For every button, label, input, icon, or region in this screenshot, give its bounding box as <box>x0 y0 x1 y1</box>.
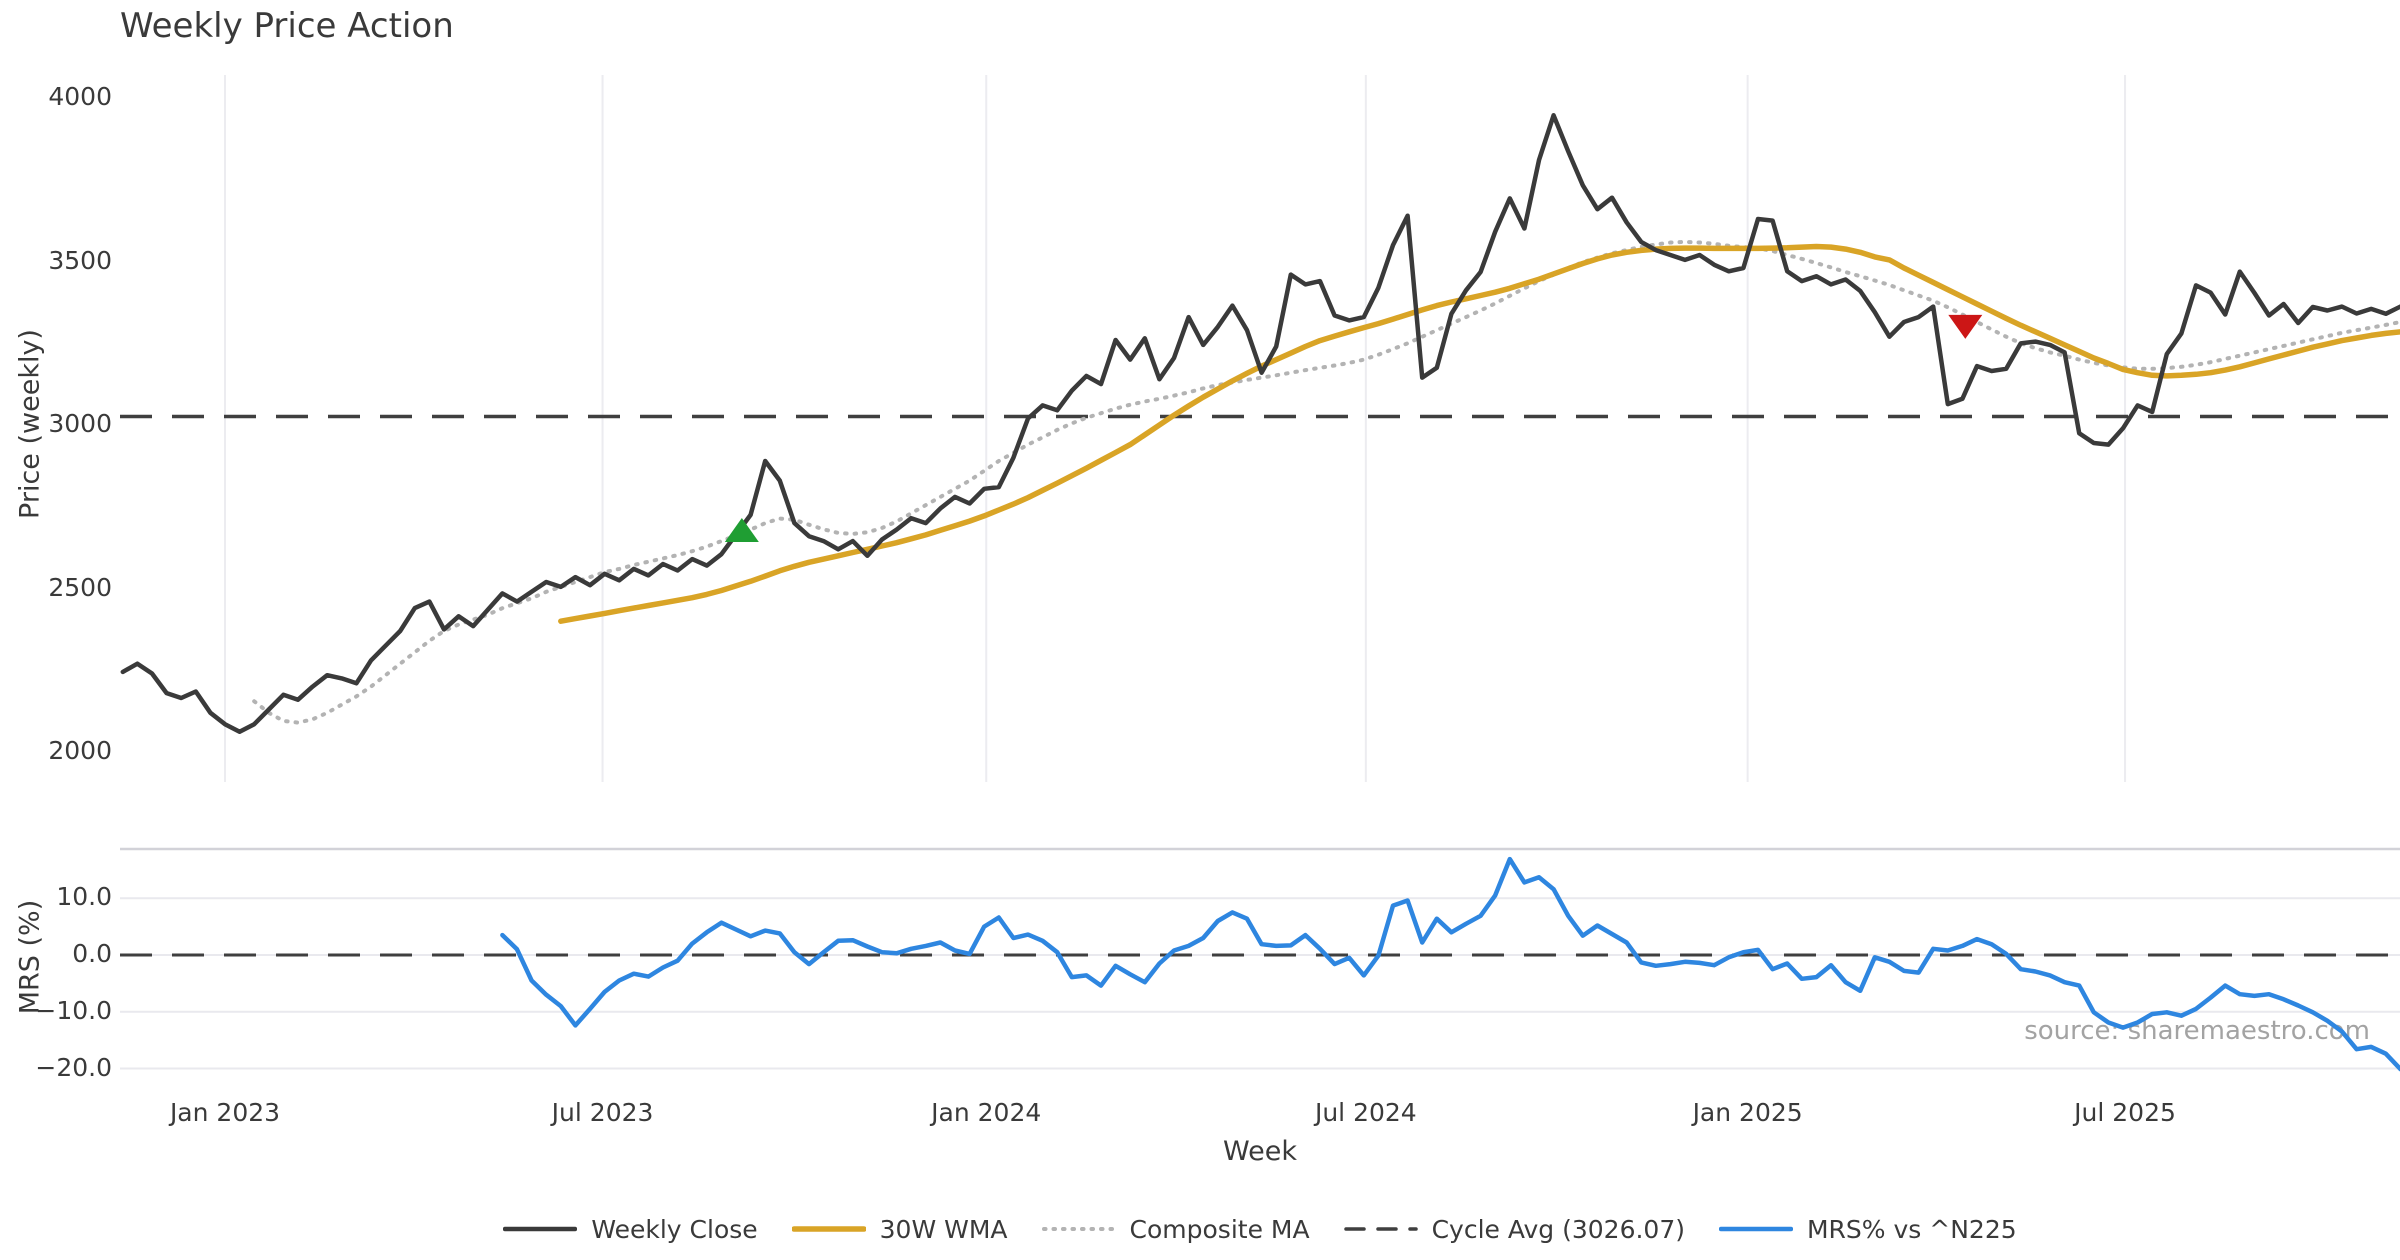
mrs-ytick-0: 0.0 <box>72 939 112 968</box>
source-note: source: sharemaestro.com <box>2024 1016 2370 1046</box>
legend-swatch-solid <box>791 1226 866 1232</box>
series-composite-ma <box>252 239 2400 725</box>
price-ytick-2500: 2500 <box>48 572 112 602</box>
legend: Weekly Close 30W WMA Composite MA Cycle Avg… <box>120 1206 2400 1252</box>
legend-swatch-dotted <box>1041 1227 1116 1231</box>
legend-label: MRS% vs ^N225 <box>1806 1214 2017 1244</box>
legend-item-30w-wma: 30W WMA <box>791 1214 1008 1244</box>
price-ytick-2000: 2000 <box>48 736 112 765</box>
legend-swatch-dashed <box>1343 1227 1418 1231</box>
mrs-ytick--20: −20.0 <box>35 1052 112 1082</box>
xtick-jan-2023: Jan 2023 <box>169 1098 281 1127</box>
xtick-jan-2024: Jan 2024 <box>931 1098 1042 1127</box>
legend-label: Composite MA <box>1129 1214 1310 1244</box>
mrs-ytick--10: −10.0 <box>35 995 112 1025</box>
mrs-ytick-10: 10.0 <box>56 882 112 912</box>
buy-signal-marker <box>724 517 759 542</box>
xtick-jan-2025: Jan 2025 <box>1692 1098 1803 1127</box>
legend-item-cycle-avg-3026-07-: Cycle Avg (3026.07) <box>1343 1214 1685 1244</box>
price-ytick-4000: 4000 <box>48 82 112 111</box>
sell-signal-marker <box>1948 314 1983 339</box>
series-weekly-close <box>120 113 2400 734</box>
x-axis-label: Week <box>1223 1136 1297 1167</box>
legend-label: 30W WMA <box>879 1214 1008 1244</box>
legend-item-mrs-vs-n225: MRS% vs ^N225 <box>1718 1214 2017 1244</box>
chart-title: Weekly Price Action <box>120 6 454 46</box>
xtick-jul-2025: Jul 2025 <box>2074 1098 2176 1127</box>
legend-label: Weekly Close <box>591 1214 758 1244</box>
series-mrs-vs-n225 <box>500 856 2400 1072</box>
xtick-jul-2024: Jul 2024 <box>1314 1098 1417 1127</box>
legend-swatch-solid <box>1718 1226 1793 1232</box>
price-ytick-3000: 3000 <box>48 409 112 438</box>
legend-item-composite-ma: Composite MA <box>1041 1214 1310 1244</box>
legend-swatch-solid <box>503 1226 578 1232</box>
price-ytick-3500: 3500 <box>48 245 112 275</box>
series-30w-wma <box>558 243 2400 624</box>
legend-label: Cycle Avg (3026.07) <box>1431 1214 1685 1244</box>
xtick-jul-2023: Jul 2023 <box>551 1098 654 1127</box>
legend-item-weekly-close: Weekly Close <box>503 1214 758 1244</box>
